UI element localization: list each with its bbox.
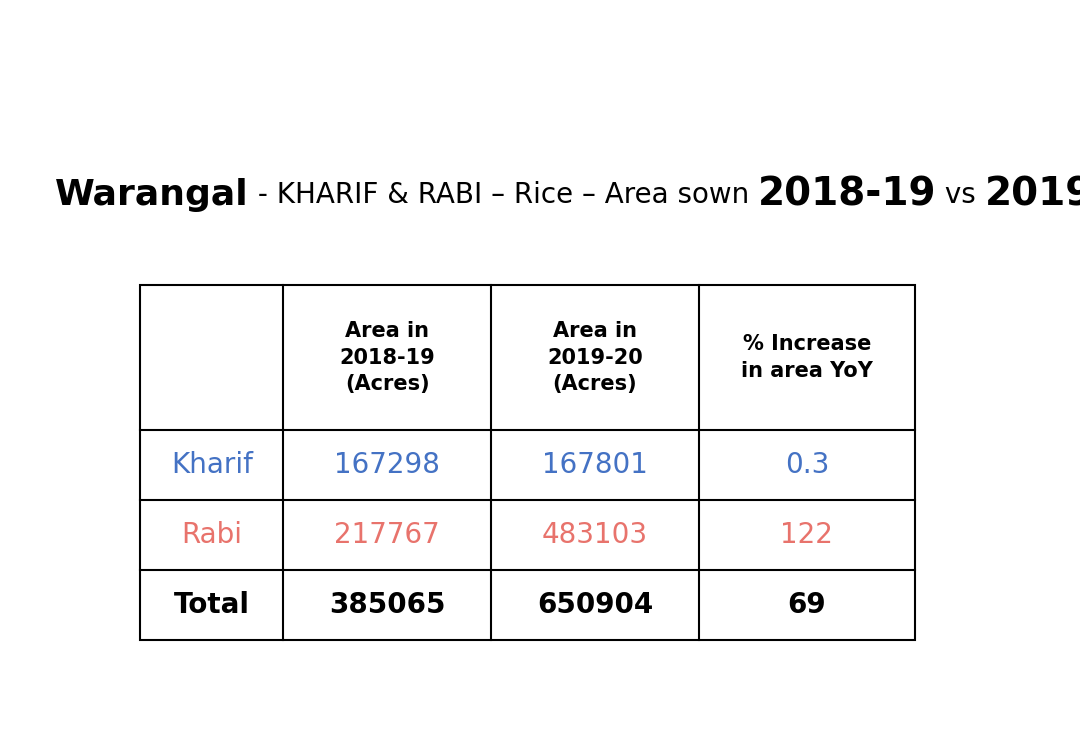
Text: 0.3: 0.3 [785, 451, 829, 479]
Text: 385065: 385065 [329, 591, 445, 619]
Text: 69: 69 [787, 591, 826, 619]
Text: 650904: 650904 [537, 591, 653, 619]
Text: vs: vs [936, 181, 985, 209]
Text: Area in
2019-20
(Acres): Area in 2019-20 (Acres) [548, 321, 643, 394]
Text: 167298: 167298 [335, 451, 441, 479]
Text: 2018-19: 2018-19 [758, 176, 936, 214]
Text: % Increase
in area YoY: % Increase in area YoY [741, 334, 873, 381]
Text: 122: 122 [781, 521, 834, 549]
Text: - KHARIF & RABI – Rice – Area sown: - KHARIF & RABI – Rice – Area sown [248, 181, 758, 209]
Text: 2019-20: 2019-20 [985, 176, 1080, 214]
Text: Rabi: Rabi [181, 521, 242, 549]
Text: 483103: 483103 [542, 521, 648, 549]
Text: Area in
2018-19
(Acres): Area in 2018-19 (Acres) [339, 321, 435, 394]
Text: Kharif: Kharif [171, 451, 253, 479]
Text: Warangal: Warangal [55, 178, 248, 212]
Text: 167801: 167801 [542, 451, 648, 479]
Text: Total: Total [174, 591, 249, 619]
Bar [140, 285, 915, 640]
Text: 217767: 217767 [335, 521, 441, 549]
